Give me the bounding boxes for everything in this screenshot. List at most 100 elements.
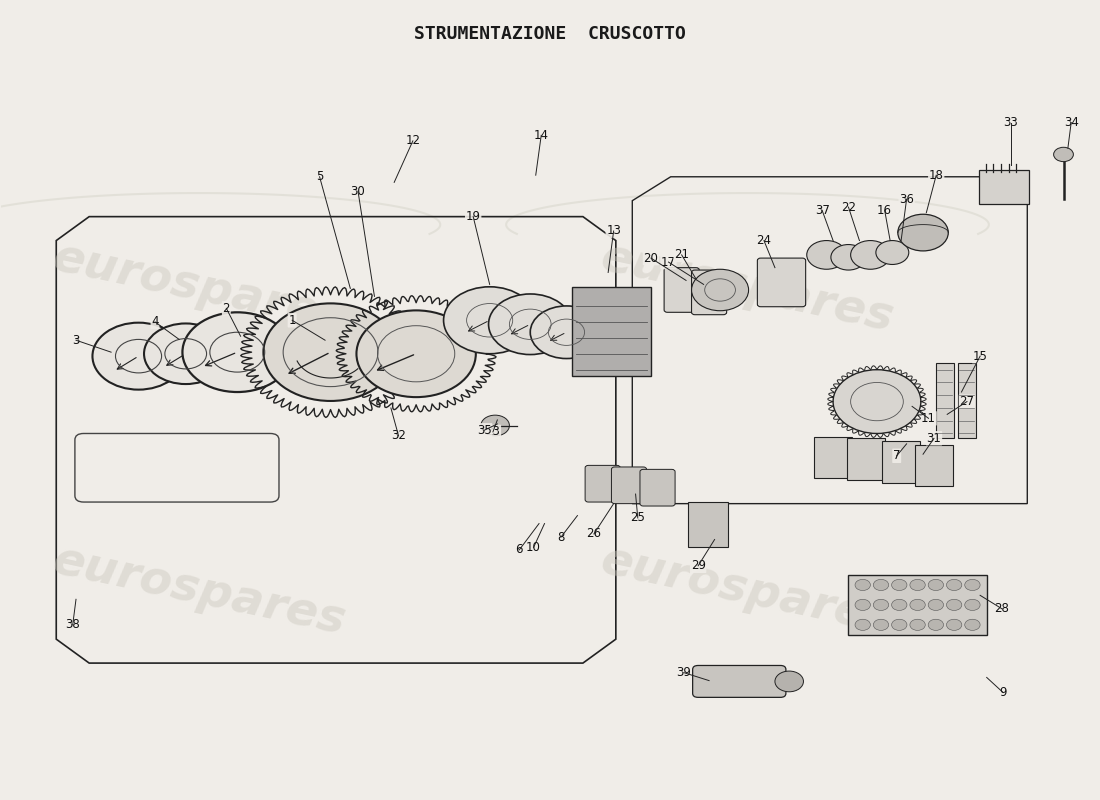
Circle shape [850,241,890,270]
Text: 32: 32 [392,430,406,442]
Circle shape [488,294,572,354]
Text: 34: 34 [1064,116,1079,129]
FancyBboxPatch shape [664,268,700,312]
Circle shape [873,599,889,610]
Text: 6: 6 [516,543,522,556]
Circle shape [443,286,536,354]
Text: 29: 29 [691,559,705,572]
Circle shape [892,579,907,590]
Circle shape [876,241,909,265]
Circle shape [806,241,846,270]
Circle shape [855,619,870,630]
Text: 26: 26 [586,527,602,541]
Text: 30: 30 [351,185,365,198]
FancyBboxPatch shape [692,270,727,314]
Circle shape [92,322,185,390]
Text: 2: 2 [222,302,230,315]
FancyBboxPatch shape [882,442,920,483]
Text: 16: 16 [877,204,892,217]
Circle shape [965,619,980,630]
Circle shape [928,579,944,590]
Text: 8: 8 [558,530,564,544]
FancyBboxPatch shape [915,445,953,486]
Text: 21: 21 [674,249,690,262]
Text: 35: 35 [476,424,492,437]
Text: 39: 39 [676,666,691,679]
FancyBboxPatch shape [689,502,728,546]
Text: 37: 37 [815,204,829,217]
Circle shape [774,671,803,692]
Circle shape [481,415,509,436]
Text: 27: 27 [959,395,975,408]
Circle shape [892,619,907,630]
FancyBboxPatch shape [640,470,675,506]
FancyBboxPatch shape [979,170,1030,204]
Circle shape [873,619,889,630]
Text: 7: 7 [893,450,901,462]
Text: 9: 9 [1000,686,1006,699]
Text: 23: 23 [485,426,501,438]
Circle shape [855,579,870,590]
Text: 17: 17 [661,255,676,269]
FancyBboxPatch shape [612,467,647,504]
Circle shape [855,599,870,610]
FancyBboxPatch shape [814,437,851,478]
Circle shape [356,310,476,397]
FancyBboxPatch shape [958,362,976,438]
Text: 1: 1 [288,314,296,326]
Text: 11: 11 [921,412,936,425]
Circle shape [263,303,398,401]
Text: 20: 20 [644,251,659,265]
Circle shape [833,370,921,434]
Circle shape [928,619,944,630]
Circle shape [873,579,889,590]
Circle shape [530,306,603,358]
Text: eurospares: eurospares [48,538,350,644]
Text: 12: 12 [405,134,420,147]
Text: 22: 22 [840,201,856,214]
Text: 18: 18 [928,169,944,182]
FancyBboxPatch shape [848,574,987,635]
FancyBboxPatch shape [693,666,785,698]
Text: 15: 15 [972,350,988,362]
Text: 13: 13 [606,225,621,238]
FancyBboxPatch shape [936,362,954,438]
Circle shape [1054,147,1074,162]
Circle shape [144,323,228,384]
Text: 3: 3 [73,334,79,346]
Circle shape [910,619,925,630]
Text: 14: 14 [534,129,549,142]
Circle shape [965,599,980,610]
FancyBboxPatch shape [572,286,651,376]
Circle shape [910,579,925,590]
Circle shape [946,579,961,590]
Text: 19: 19 [465,210,481,223]
Circle shape [692,270,749,310]
Text: 5: 5 [316,170,323,183]
Circle shape [183,312,293,392]
Text: 10: 10 [526,541,541,554]
Text: 31: 31 [926,432,942,445]
Circle shape [830,245,866,270]
FancyBboxPatch shape [758,258,805,306]
Circle shape [910,599,925,610]
Text: eurospares: eurospares [597,235,899,342]
Text: eurospares: eurospares [48,235,350,342]
Circle shape [946,619,961,630]
Text: 36: 36 [899,193,914,206]
Text: 28: 28 [994,602,1010,615]
FancyBboxPatch shape [585,466,620,502]
Circle shape [928,599,944,610]
Text: 24: 24 [757,234,771,247]
Text: 38: 38 [65,618,80,631]
Circle shape [892,599,907,610]
Circle shape [965,579,980,590]
Circle shape [898,214,948,251]
FancyBboxPatch shape [847,438,884,480]
Text: 25: 25 [630,511,646,525]
Text: 33: 33 [1003,116,1019,129]
Text: eurospares: eurospares [597,538,899,644]
Text: STRUMENTAZIONE  CRUSCOTTO: STRUMENTAZIONE CRUSCOTTO [414,26,686,43]
Text: 4: 4 [152,315,158,328]
Circle shape [946,599,961,610]
